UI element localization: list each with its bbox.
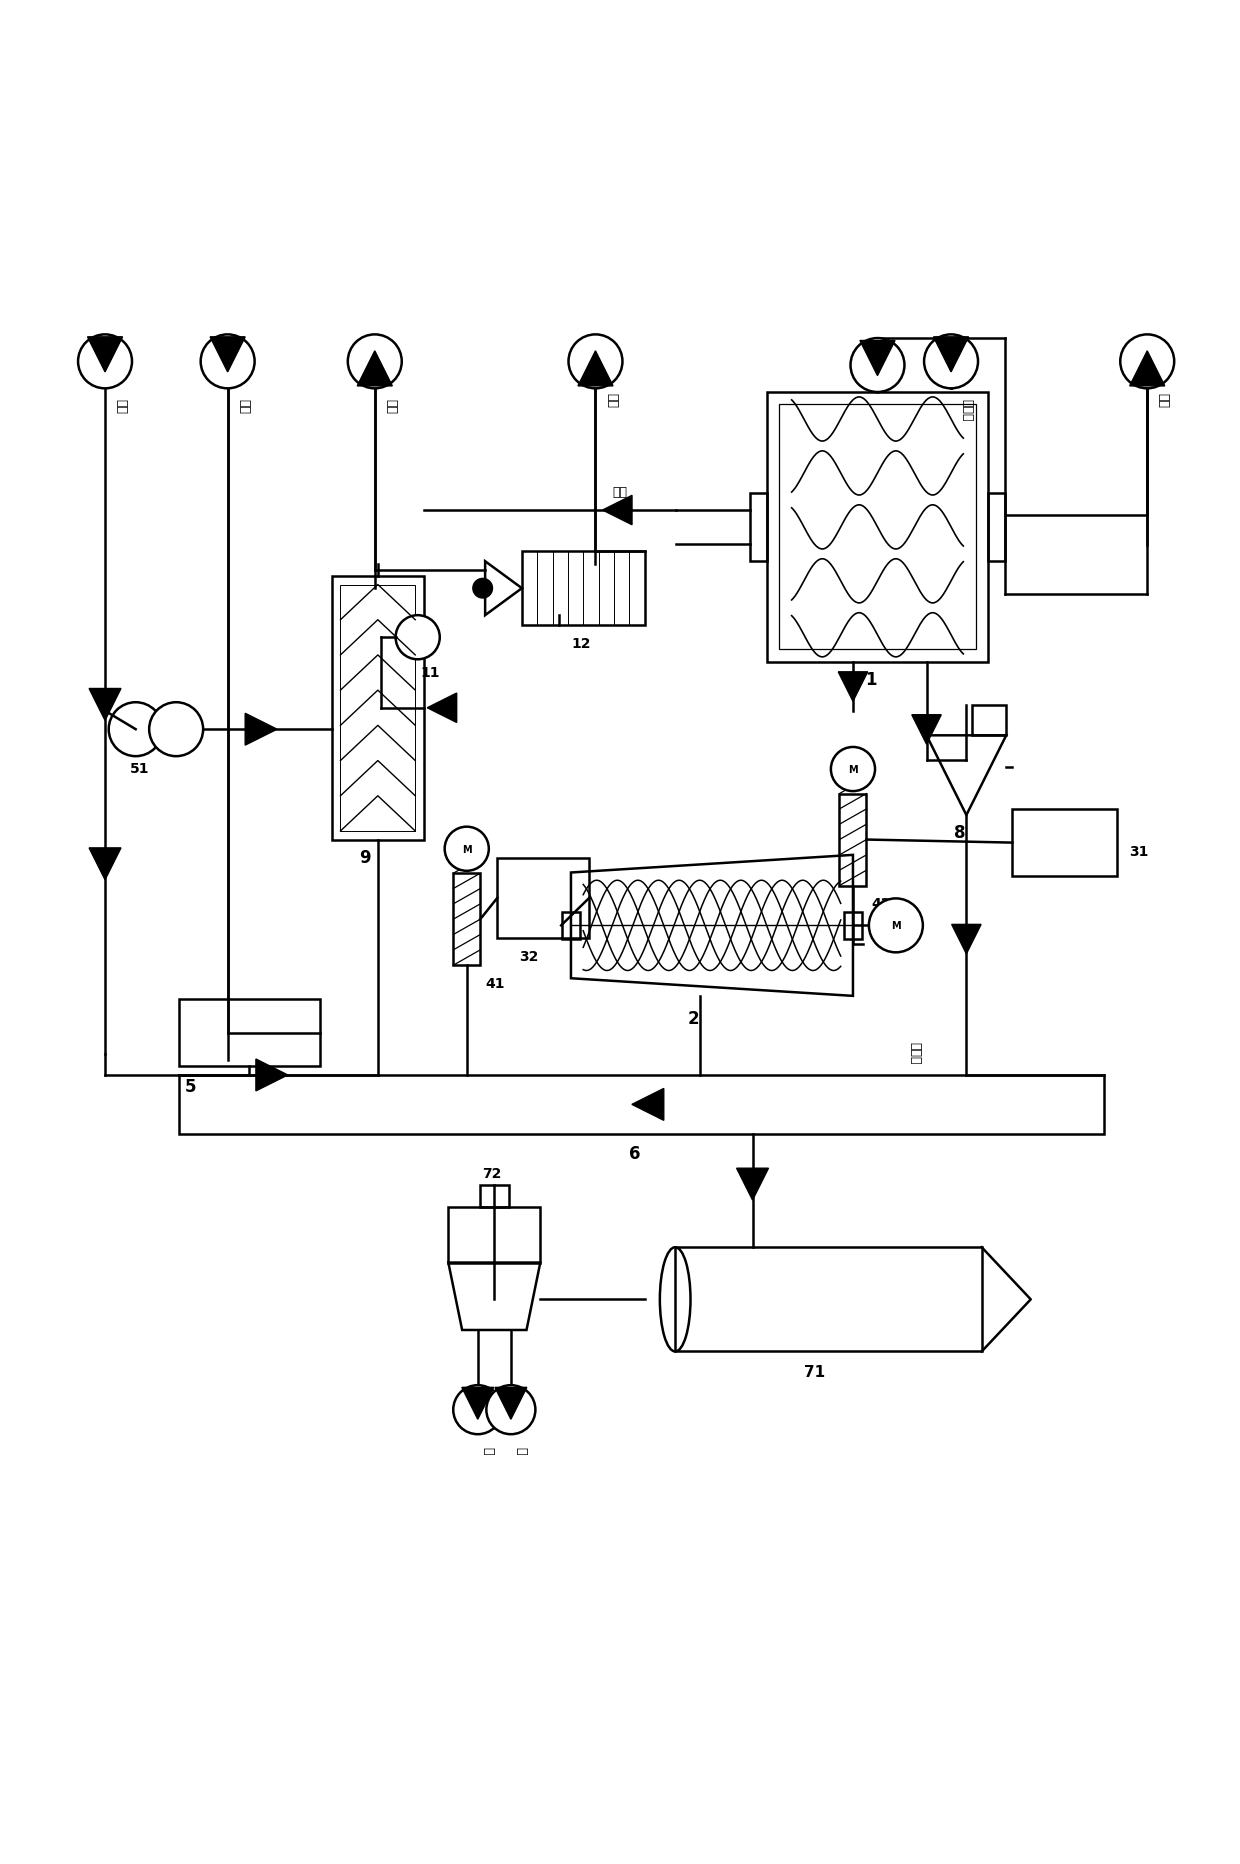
Text: 烟气: 烟气	[384, 399, 397, 414]
Polygon shape	[838, 673, 868, 703]
Polygon shape	[951, 925, 981, 954]
Text: 8: 8	[954, 824, 966, 843]
Circle shape	[396, 615, 440, 660]
Bar	[750, 494, 768, 561]
Circle shape	[201, 336, 254, 390]
Bar	[497, 859, 589, 938]
Polygon shape	[934, 337, 968, 373]
Text: 32: 32	[518, 949, 538, 964]
Bar	[522, 552, 645, 626]
Polygon shape	[578, 352, 613, 386]
Polygon shape	[246, 714, 277, 746]
Text: 41: 41	[485, 977, 505, 990]
Text: 6: 6	[629, 1144, 641, 1163]
Circle shape	[486, 1385, 536, 1435]
Polygon shape	[603, 496, 632, 526]
Text: 11: 11	[420, 665, 440, 680]
Polygon shape	[89, 690, 122, 721]
Bar	[454, 874, 480, 966]
Polygon shape	[737, 1169, 769, 1200]
Bar	[179, 999, 320, 1066]
Circle shape	[149, 703, 203, 757]
Bar	[562, 911, 580, 939]
Bar	[988, 494, 1004, 561]
Text: 污泥: 污泥	[237, 399, 250, 414]
Text: 42: 42	[872, 897, 890, 910]
Text: 通气: 通气	[613, 487, 627, 500]
Bar	[449, 1208, 541, 1264]
Circle shape	[869, 898, 923, 953]
Bar	[1012, 809, 1116, 876]
Text: 2: 2	[687, 1008, 699, 1027]
Circle shape	[472, 580, 492, 598]
Circle shape	[445, 828, 489, 870]
Text: 热解气: 热解气	[908, 1042, 921, 1064]
Polygon shape	[461, 1387, 494, 1420]
Polygon shape	[255, 1059, 288, 1090]
Circle shape	[454, 1385, 502, 1435]
Bar	[332, 576, 424, 841]
Polygon shape	[861, 341, 895, 377]
Polygon shape	[210, 337, 246, 373]
Polygon shape	[89, 848, 122, 880]
Bar	[675, 1247, 982, 1351]
Polygon shape	[428, 693, 456, 723]
Text: 醇: 醇	[481, 1446, 494, 1454]
Circle shape	[1120, 336, 1174, 390]
Circle shape	[347, 336, 402, 390]
Text: 31: 31	[1128, 844, 1148, 859]
Text: 72: 72	[482, 1167, 501, 1180]
Text: 51: 51	[129, 762, 149, 775]
Circle shape	[924, 336, 978, 390]
Text: M: M	[848, 764, 858, 775]
Bar	[179, 1076, 1105, 1133]
Text: 水气: 水气	[1157, 393, 1169, 408]
Bar	[780, 404, 976, 651]
Text: 9: 9	[360, 848, 371, 867]
Bar	[480, 1186, 510, 1208]
Text: M: M	[463, 844, 471, 854]
Text: 水: 水	[515, 1446, 527, 1454]
Circle shape	[109, 703, 162, 757]
Text: 液态: 液态	[114, 399, 128, 414]
Text: 5: 5	[185, 1077, 196, 1096]
Text: M: M	[892, 921, 900, 930]
Polygon shape	[357, 352, 392, 386]
Text: 通气: 通气	[605, 393, 618, 408]
Bar	[839, 794, 867, 885]
Circle shape	[851, 339, 904, 393]
Text: 1: 1	[866, 671, 877, 688]
Bar	[768, 393, 988, 662]
Polygon shape	[911, 716, 941, 746]
Polygon shape	[1130, 352, 1164, 386]
Text: 71: 71	[804, 1364, 825, 1379]
Polygon shape	[632, 1089, 663, 1120]
Bar	[972, 705, 1006, 736]
Text: 12: 12	[570, 637, 590, 651]
Text: 污泥气: 污泥气	[961, 399, 973, 421]
Circle shape	[831, 747, 875, 792]
Polygon shape	[495, 1387, 527, 1420]
Polygon shape	[88, 337, 123, 373]
Bar	[341, 585, 415, 831]
Bar	[843, 911, 862, 939]
Circle shape	[568, 336, 622, 390]
Circle shape	[78, 336, 131, 390]
